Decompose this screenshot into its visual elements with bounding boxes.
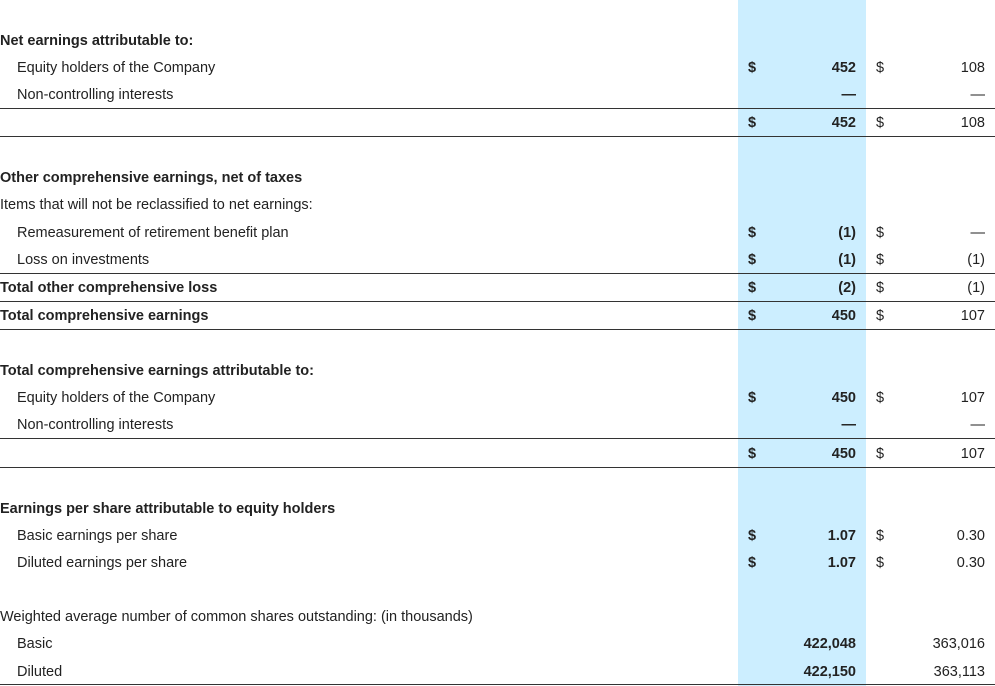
- prior-period-value: 107: [960, 308, 985, 324]
- current-period-value: 450: [831, 390, 856, 406]
- prior-period-value: 108: [960, 115, 985, 131]
- table-row: Earnings per share attributable to equit…: [0, 498, 995, 522]
- currency-symbol: $: [748, 60, 757, 76]
- divider: [0, 467, 995, 468]
- current-period-value: 450: [831, 446, 856, 462]
- row-label: Equity holders of the Company: [17, 390, 216, 406]
- table-row: Equity holders of the Company $ 450 $ 10…: [0, 387, 995, 411]
- row-label: Other comprehensive earnings, net of tax…: [0, 170, 303, 186]
- table-row: Non-controlling interests — —: [0, 414, 995, 438]
- currency-symbol: $: [748, 446, 757, 462]
- currency-symbol: $: [876, 60, 885, 76]
- table-row: Total comprehensive earnings attributabl…: [0, 360, 995, 384]
- table-row: Remeasurement of retirement benefit plan…: [0, 222, 995, 246]
- prior-period-value: (1): [967, 280, 985, 296]
- prior-period-value: —: [970, 417, 986, 433]
- currency-symbol: $: [748, 280, 757, 296]
- currency-symbol: $: [876, 280, 885, 296]
- currency-symbol: $: [876, 115, 885, 131]
- table-row: Net earnings attributable to:: [0, 30, 995, 54]
- prior-period-value: 108: [960, 60, 985, 76]
- table-row: Non-controlling interests — —: [0, 84, 995, 108]
- divider: [0, 684, 995, 685]
- currency-symbol: $: [876, 446, 885, 462]
- currency-symbol: $: [748, 555, 757, 571]
- current-period-value: 452: [831, 60, 856, 76]
- currency-symbol: $: [876, 528, 885, 544]
- highlight-column: [738, 0, 866, 686]
- prior-period-value: (1): [967, 252, 985, 268]
- prior-period-value: 0.30: [956, 528, 985, 544]
- row-label: Diluted earnings per share: [17, 555, 188, 571]
- prior-period-value: 363,016: [932, 636, 985, 652]
- currency-symbol: $: [876, 555, 885, 571]
- row-label: Total other comprehensive loss: [0, 280, 218, 296]
- table-row: Items that will not be reclassified to n…: [0, 194, 995, 218]
- currency-symbol: $: [748, 308, 757, 324]
- current-period-value: 422,150: [803, 664, 856, 680]
- prior-period-value: 107: [960, 446, 985, 462]
- current-period-value: 450: [831, 308, 856, 324]
- row-label: Basic: [17, 636, 53, 652]
- table-row: Loss on investments $ (1) $ (1): [0, 249, 995, 273]
- current-period-value: 422,048: [803, 636, 856, 652]
- current-period-value: 1.07: [827, 528, 856, 544]
- current-period-value: (2): [838, 280, 856, 296]
- prior-period-value: 363,113: [933, 664, 985, 680]
- currency-symbol: $: [748, 115, 757, 131]
- current-period-value: (1): [838, 252, 856, 268]
- currency-symbol: $: [876, 308, 885, 324]
- row-label: Equity holders of the Company: [17, 60, 216, 76]
- currency-symbol: $: [748, 528, 757, 544]
- prior-period-value: —: [970, 87, 986, 103]
- row-label: Loss on investments: [17, 252, 150, 268]
- divider: [0, 301, 995, 302]
- row-label: Non-controlling interests: [17, 417, 174, 433]
- table-row: Basic earnings per share $ 1.07 $ 0.30: [0, 525, 995, 549]
- currency-symbol: $: [876, 252, 885, 268]
- row-label: Weighted average number of common shares…: [0, 609, 473, 625]
- row-label: Items that will not be reclassified to n…: [0, 197, 313, 213]
- divider: [0, 108, 995, 109]
- table-row: Basic 422,048 363,016: [0, 633, 995, 657]
- current-period-value: (1): [838, 225, 856, 241]
- current-period-value: 1.07: [827, 555, 856, 571]
- current-period-value: 452: [831, 115, 856, 131]
- currency-symbol: $: [876, 225, 885, 241]
- table-row: Diluted 422,150 363,113: [0, 661, 995, 685]
- table-row: Other comprehensive earnings, net of tax…: [0, 167, 995, 191]
- row-label: Net earnings attributable to:: [0, 33, 194, 49]
- prior-period-value: 107: [960, 390, 985, 406]
- row-label: Total comprehensive earnings attributabl…: [0, 363, 314, 379]
- divider: [0, 136, 995, 137]
- row-label: Earnings per share attributable to equit…: [0, 501, 336, 517]
- row-label: Remeasurement of retirement benefit plan: [17, 225, 289, 241]
- current-period-value: —: [841, 417, 857, 433]
- divider: [0, 329, 995, 330]
- table-row: Total other comprehensive loss $ (2) $ (…: [0, 277, 995, 301]
- table-row: Total comprehensive earnings $ 450 $ 107: [0, 305, 995, 329]
- divider: [0, 438, 995, 439]
- row-label: Diluted: [17, 664, 63, 680]
- currency-symbol: $: [876, 390, 885, 406]
- row-label: Non-controlling interests: [17, 87, 174, 103]
- prior-period-value: 0.30: [956, 555, 985, 571]
- row-label: Basic earnings per share: [17, 528, 178, 544]
- table-row: $ 450 $ 107: [0, 443, 995, 467]
- currency-symbol: $: [748, 390, 757, 406]
- table-row: Diluted earnings per share $ 1.07 $ 0.30: [0, 552, 995, 576]
- row-label: Total comprehensive earnings: [0, 308, 209, 324]
- table-row: Equity holders of the Company $ 452 $ 10…: [0, 57, 995, 81]
- divider: [0, 273, 995, 274]
- currency-symbol: $: [748, 252, 757, 268]
- current-period-value: —: [841, 87, 857, 103]
- currency-symbol: $: [748, 225, 757, 241]
- prior-period-value: —: [970, 225, 986, 241]
- table-row: Weighted average number of common shares…: [0, 606, 995, 630]
- table-row: $ 452 $ 108: [0, 112, 995, 136]
